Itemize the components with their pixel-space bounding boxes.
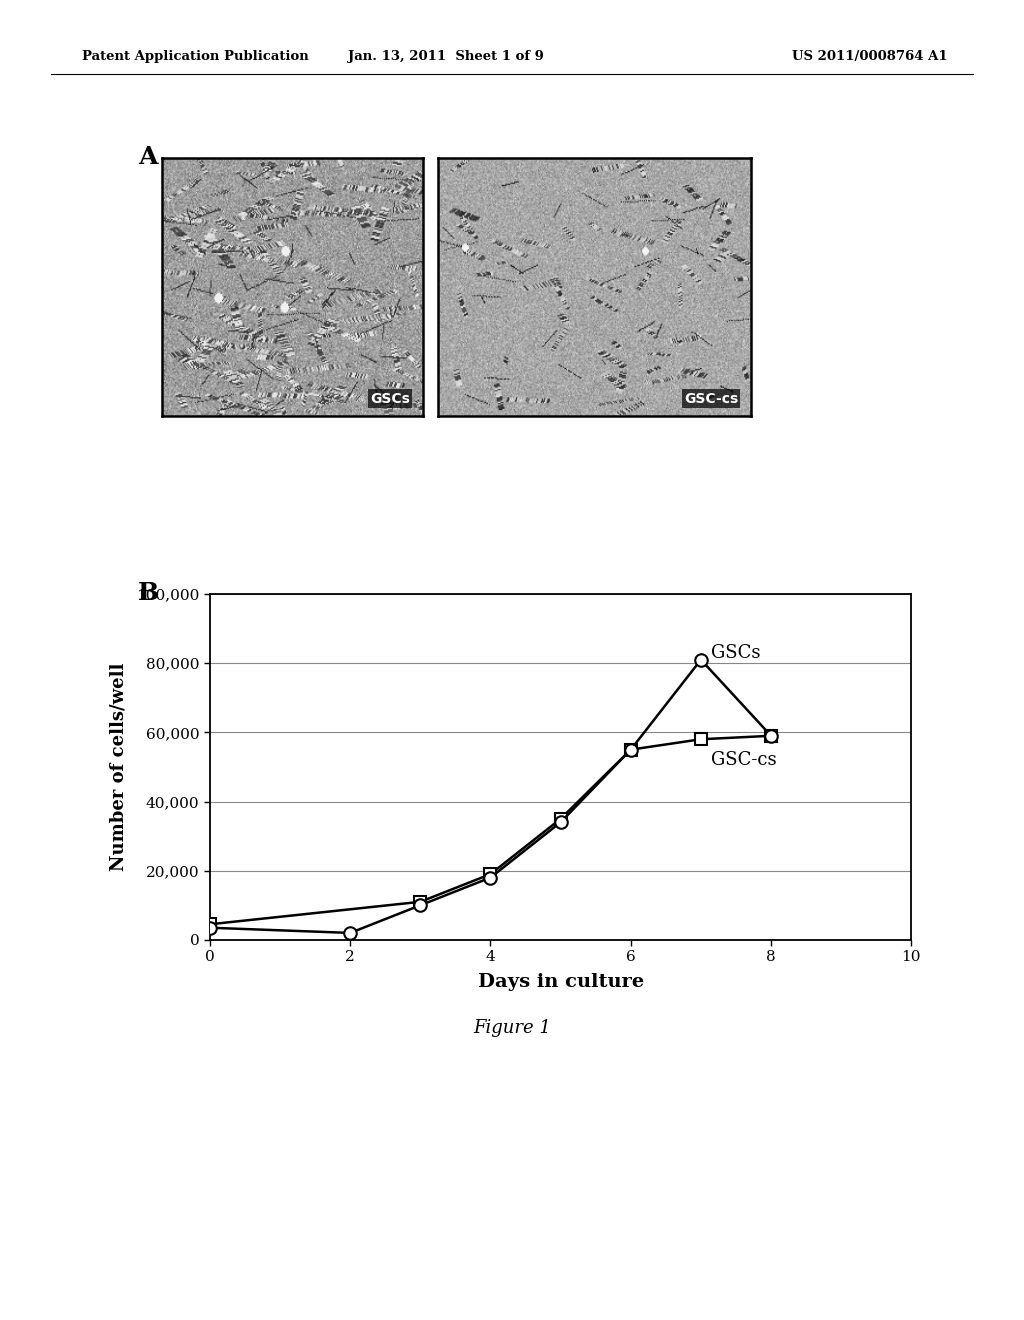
Text: GSC-cs: GSC-cs <box>712 751 777 770</box>
Text: Figure 1: Figure 1 <box>473 1019 551 1038</box>
Y-axis label: Number of cells/well: Number of cells/well <box>110 663 128 871</box>
Text: GSC-cs: GSC-cs <box>684 392 738 405</box>
Text: Patent Application Publication: Patent Application Publication <box>82 50 308 63</box>
Text: GSCs: GSCs <box>712 644 761 661</box>
Text: US 2011/0008764 A1: US 2011/0008764 A1 <box>792 50 947 63</box>
Text: GSCs: GSCs <box>370 392 410 405</box>
X-axis label: Days in culture: Days in culture <box>477 973 644 990</box>
Text: Jan. 13, 2011  Sheet 1 of 9: Jan. 13, 2011 Sheet 1 of 9 <box>347 50 544 63</box>
Text: A: A <box>138 145 158 169</box>
Text: B: B <box>138 581 160 605</box>
